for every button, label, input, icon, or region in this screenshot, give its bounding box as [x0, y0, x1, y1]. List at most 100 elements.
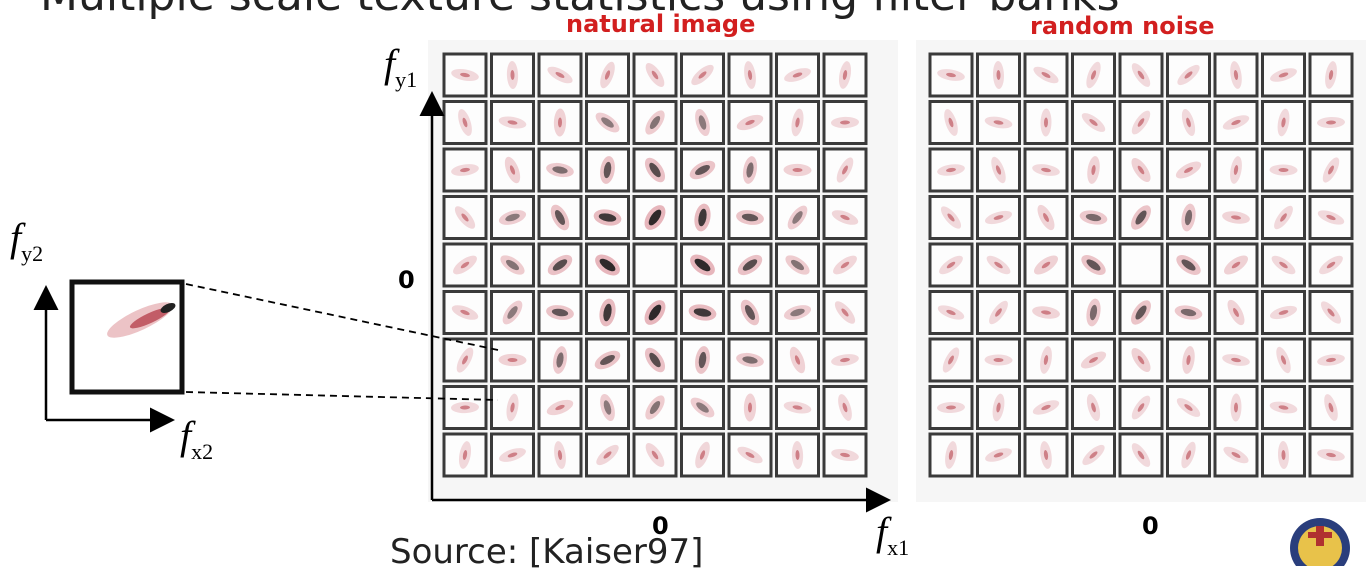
natural-cell	[442, 195, 488, 240]
noise-cell	[1071, 290, 1116, 335]
natural-cell	[490, 385, 535, 430]
natural-cell	[822, 385, 868, 430]
natural-cell	[537, 242, 583, 288]
noise-cell	[1213, 290, 1259, 335]
natural-cell	[490, 52, 535, 98]
natural-cell	[727, 432, 773, 478]
noise-cell	[1166, 100, 1211, 145]
natural-cell	[775, 385, 820, 430]
natural-cell	[632, 290, 678, 335]
noise-cell	[1071, 100, 1116, 145]
noise-cell	[1071, 52, 1116, 98]
noise-cell	[928, 100, 974, 145]
natural-cell	[490, 147, 535, 193]
noise-cell	[1023, 195, 1069, 240]
natural-cell	[727, 100, 773, 145]
noise-cell	[1023, 432, 1069, 478]
natural-cell	[822, 432, 868, 478]
natural-cell	[537, 100, 583, 145]
natural-cell	[727, 195, 773, 240]
natural-cell	[537, 290, 583, 335]
inset-cell-frame	[69, 279, 185, 395]
noise-cell	[1071, 242, 1116, 288]
natural-cell	[442, 290, 488, 335]
noise-cell	[1308, 432, 1354, 478]
natural-cell	[680, 290, 725, 335]
noise-cell	[1261, 52, 1306, 98]
noise-cell	[1213, 242, 1259, 288]
noise-cell	[976, 195, 1021, 240]
noise-cell	[928, 432, 974, 478]
natural-cell	[775, 147, 820, 193]
source-citation: Source: [Kaiser97]	[390, 532, 704, 572]
slide-title-cut: Multiple scale texture statistics using …	[40, 0, 1120, 21]
y-zero-label: 0	[398, 266, 415, 294]
natural-cell	[680, 242, 725, 288]
natural-cell	[585, 52, 630, 98]
noise-cell	[1308, 290, 1354, 335]
natural-cell	[490, 432, 535, 478]
noise-cell	[1308, 147, 1354, 193]
noise-cell	[928, 147, 974, 193]
natural-cell	[727, 52, 773, 98]
noise-cell	[1118, 337, 1164, 383]
natural-cell	[727, 147, 773, 193]
natural-cell	[727, 337, 773, 383]
noise-cell	[1118, 147, 1164, 193]
university-seal-logo	[1290, 518, 1350, 566]
inset-blob-peak	[160, 303, 176, 313]
natural-cell	[490, 242, 535, 288]
noise-cell	[1213, 147, 1259, 193]
noise-cell	[928, 385, 974, 430]
noise-cell	[1308, 337, 1354, 383]
panel-title-noise: random noise	[1030, 12, 1215, 40]
noise-cell	[1023, 337, 1069, 383]
zoom-line-bottom	[185, 391, 499, 401]
noise-cell	[1166, 195, 1211, 240]
natural-cell	[822, 290, 868, 335]
noise-cell	[1071, 195, 1116, 240]
noise-cell	[1261, 432, 1306, 478]
natural-cell	[442, 147, 488, 193]
axis-label-fx1: fx1	[876, 509, 910, 560]
natural-cell	[585, 195, 630, 240]
zoom-line-top	[185, 283, 499, 351]
natural-cell	[442, 337, 488, 383]
natural-cell	[727, 290, 773, 335]
noise-cell	[1213, 52, 1259, 98]
noise-cell	[1023, 147, 1069, 193]
noise-cell	[1213, 385, 1259, 430]
natural-cell	[490, 195, 535, 240]
natural-cell	[680, 100, 725, 145]
noise-cell	[1118, 242, 1164, 288]
natural-cell	[775, 100, 820, 145]
axis-label-fx2: fx2	[180, 413, 214, 464]
noise-cell	[1071, 147, 1116, 193]
noise-cell	[1308, 195, 1354, 240]
natural-cell	[537, 195, 583, 240]
noise-cell	[1023, 290, 1069, 335]
noise-cell	[1261, 195, 1306, 240]
noise-cell	[1166, 242, 1211, 288]
noise-cell	[1071, 337, 1116, 383]
noise-cell	[1118, 52, 1164, 98]
natural-cell	[632, 337, 678, 383]
natural-cell	[585, 385, 630, 430]
natural-cell	[490, 337, 535, 383]
natural-cell	[822, 195, 868, 240]
noise-cell	[1166, 52, 1211, 98]
natural-cell	[585, 147, 630, 193]
natural-cell	[727, 385, 773, 430]
noise-cell	[976, 52, 1021, 98]
noise-cell	[1261, 147, 1306, 193]
noise-cell	[976, 290, 1021, 335]
natural-cell	[775, 52, 820, 98]
natural-cell	[632, 100, 678, 145]
noise-cell	[1166, 385, 1211, 430]
noise-cell	[928, 337, 974, 383]
noise-cell	[976, 385, 1021, 430]
natural-cell	[632, 195, 678, 240]
natural-cell	[680, 195, 725, 240]
natural-cell	[442, 100, 488, 145]
noise-cell	[1071, 432, 1116, 478]
